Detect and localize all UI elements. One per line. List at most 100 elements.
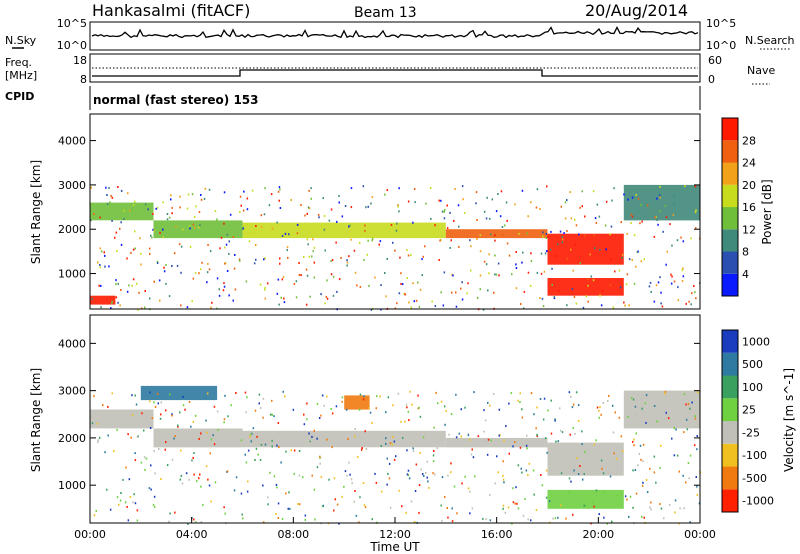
data-point [371,239,373,242]
data-point [286,249,288,252]
data-point [284,232,287,235]
velocity-plot-bg [90,315,700,523]
data-point [403,292,405,295]
data-point [156,262,159,264]
data-point [663,517,665,520]
data-point [611,520,613,523]
data-point [281,278,284,281]
data-point [536,188,539,191]
data-point [276,292,279,295]
data-point [298,262,300,264]
data-point [387,396,390,399]
data-point [117,282,119,285]
colorbar-tick-label: 16 [742,201,756,214]
data-point [619,286,622,289]
data-point [223,282,225,285]
data-point [536,433,538,436]
data-point [252,427,255,430]
data-point [214,210,217,213]
data-point [672,213,675,216]
data-point [136,509,139,512]
data-point [323,404,325,407]
data-point [282,390,284,393]
data-point [443,210,445,213]
data-point [162,236,164,239]
data-point [353,249,356,252]
data-point [575,224,578,227]
data-point [628,258,631,261]
colorbar-segment [722,184,738,208]
data-point [119,227,121,230]
data-point [637,464,639,467]
data-point [356,284,358,287]
data-point [440,291,442,294]
data-point [626,232,628,235]
data-point [683,507,685,510]
data-point [412,282,414,285]
data-point [260,226,263,229]
data-point [637,197,640,200]
data-point [115,296,118,299]
data-point [451,273,453,276]
data-point [131,209,133,212]
data-point [216,410,219,413]
data-point [271,399,273,402]
data-point [521,408,523,411]
data-point [290,199,292,201]
data-point [542,418,545,421]
data-point [346,261,349,264]
data-point [116,250,118,253]
data-point [606,522,608,525]
colorbar-frame [721,117,739,297]
data-point [125,466,127,469]
data-point [432,460,435,463]
data-point [518,232,520,235]
data-point [326,297,329,300]
data-point [656,420,658,423]
colorbar-tick-label: 24 [742,157,756,170]
data-point [695,227,697,230]
data-point [153,450,155,453]
data-point [541,484,544,487]
data-point [160,401,162,404]
data-point [223,418,226,421]
data-point [495,210,498,213]
data-point [565,517,567,520]
data-point [430,217,432,220]
data-point [200,194,202,196]
data-point [515,287,518,290]
data-point [689,454,692,457]
data-point [508,452,510,455]
data-point [625,283,628,286]
data-point [466,292,468,295]
data-point [135,403,138,406]
data-point [546,185,548,188]
data-point [431,300,433,303]
data-point [208,484,211,487]
data-point [471,448,473,451]
data-point [539,398,542,400]
data-point [427,480,429,483]
data-point [523,290,526,293]
data-point [131,394,133,397]
data-point [285,492,287,495]
data-point [639,444,642,447]
data-point [455,393,457,396]
data-point [378,243,380,246]
data-point [408,477,411,480]
data-point [628,515,630,518]
data-point [664,204,667,207]
data-point [526,232,528,235]
data-point [191,459,193,462]
data-point [689,407,691,410]
data-point [479,234,482,237]
data-point [229,213,232,216]
data-point [157,402,159,405]
data-point [280,296,282,299]
colorbar-tick-label: 20 [742,179,756,192]
data-point [153,505,156,508]
data-point [554,419,556,422]
data-point [542,305,545,308]
data-point [535,206,538,209]
data-point [144,203,147,206]
